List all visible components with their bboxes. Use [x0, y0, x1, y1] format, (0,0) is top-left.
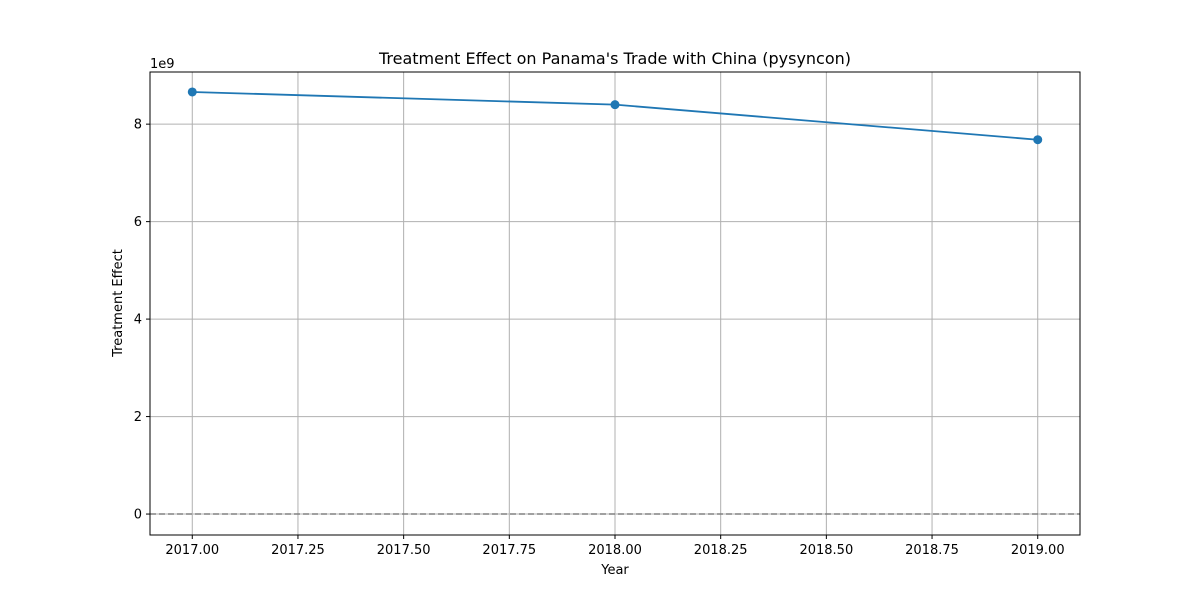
y-tick-label: 2 — [134, 410, 142, 425]
x-tick-label: 2017.75 — [482, 543, 536, 558]
data-point — [187, 87, 197, 97]
y-axis-label: Treatment Effect — [111, 249, 126, 358]
x-tick-label: 2018.75 — [905, 543, 959, 558]
y-tick-label: 4 — [134, 313, 142, 328]
y-tick-label: 6 — [134, 215, 142, 230]
x-tick-label: 2018.25 — [694, 543, 748, 558]
data-point — [610, 100, 620, 110]
x-tick-label: 2017.50 — [377, 543, 431, 558]
y-tick-label: 0 — [134, 508, 142, 523]
y-axis-offset-label: 1e9 — [150, 57, 175, 72]
x-tick-label: 2018.50 — [799, 543, 853, 558]
series-group — [187, 87, 1043, 145]
x-tick-label: 2018.00 — [588, 543, 642, 558]
x-tick-label: 2017.00 — [165, 543, 219, 558]
ticks: 2017.00 2017.25 2017.50 2017.75 2018.00 2018.… — [134, 118, 1065, 558]
x-tick-label: 2017.25 — [271, 543, 325, 558]
y-tick-label: 8 — [134, 118, 142, 133]
x-tick-label: 2019.00 — [1011, 543, 1065, 558]
chart-title: Treatment Effect on Panama's Trade with … — [378, 49, 851, 68]
x-axis-label: Year — [600, 563, 629, 578]
data-point — [1033, 135, 1043, 145]
